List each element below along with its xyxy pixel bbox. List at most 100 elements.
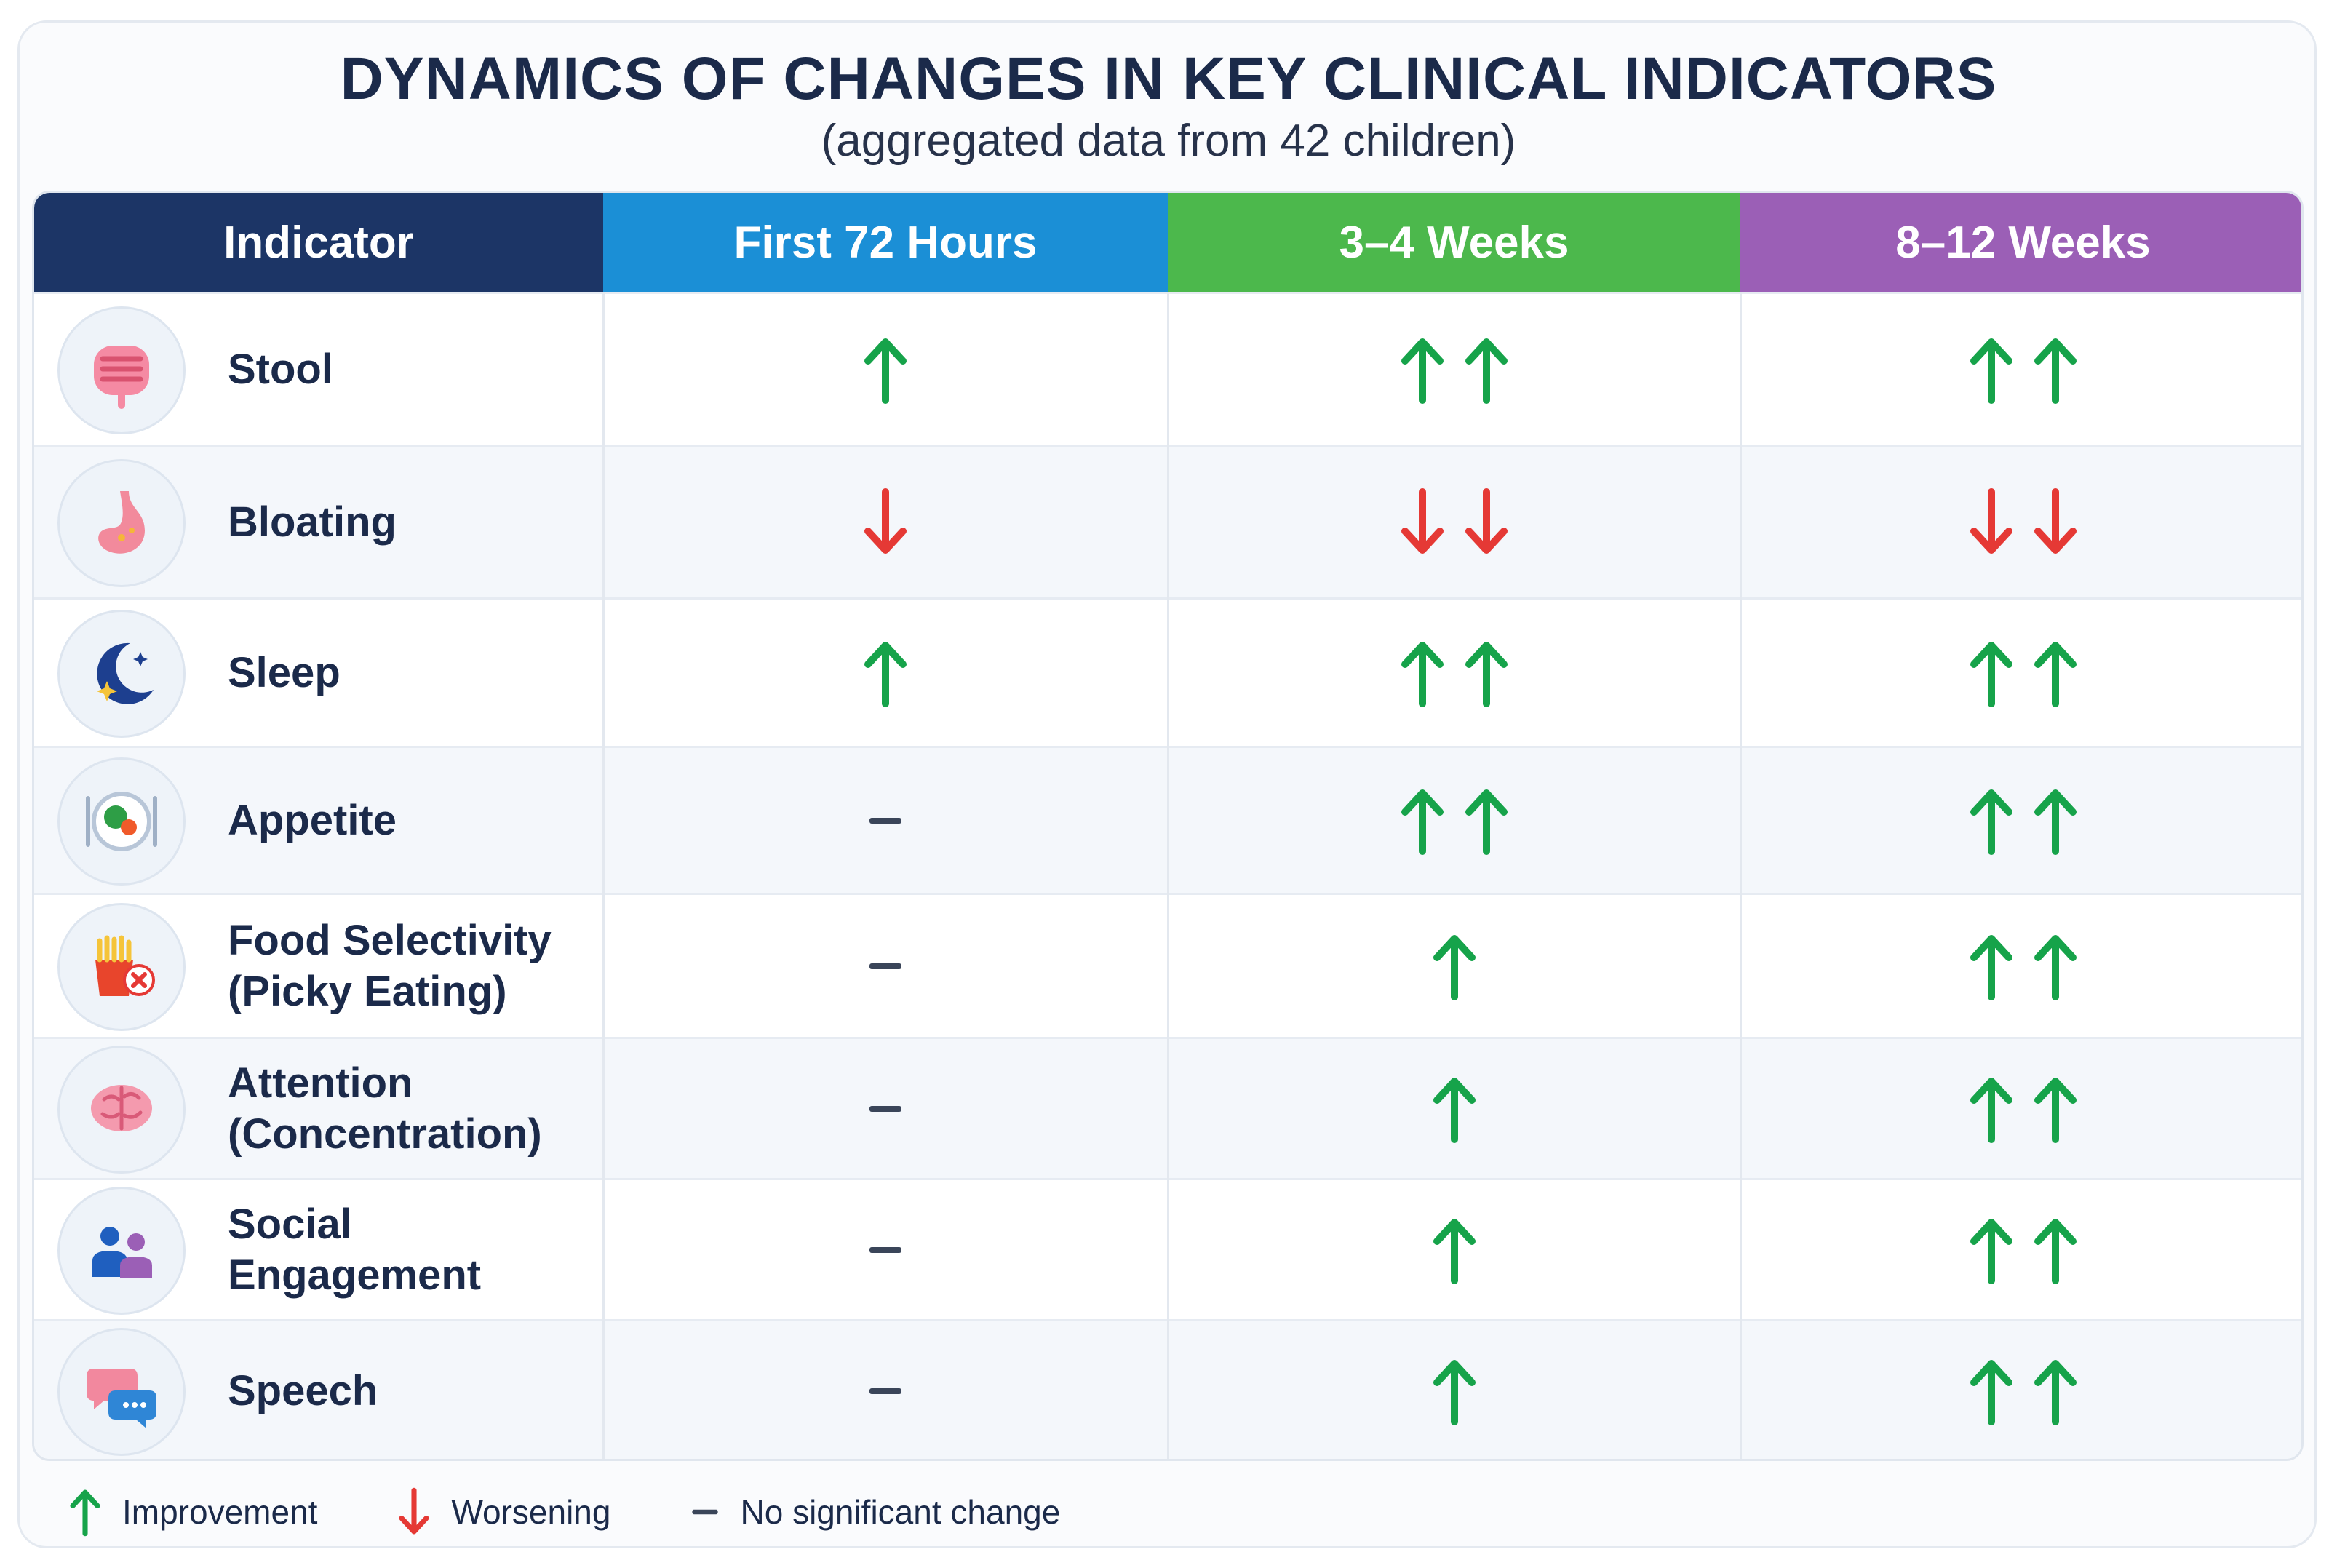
strong-improvement-mark (1968, 786, 2079, 856)
green-up-arrow-icon (2034, 1359, 2077, 1425)
improvement-mark (862, 638, 909, 708)
green-up-arrow-icon (1970, 1359, 2012, 1425)
value-cell (603, 895, 1168, 1037)
indicator-icon-badge (57, 1328, 186, 1456)
value-cell (1740, 1039, 2301, 1178)
green-up-arrow-icon (1433, 1218, 1476, 1284)
indicator-label-line: Sleep (228, 648, 341, 696)
value-cell (1740, 1180, 2301, 1319)
indicator-label: Bloating (228, 447, 397, 597)
table-row: Food Selectivity (Picky Eating) (34, 893, 2301, 1037)
legend-label: No significant change (740, 1493, 1061, 1531)
dash-icon (869, 1105, 901, 1112)
value-cell (1740, 294, 2301, 445)
green-up-arrow-icon (864, 338, 907, 404)
indicator-label: Social Engagement (228, 1180, 481, 1319)
indicator-label-line: Speech (228, 1366, 378, 1414)
column-header-8-12-weeks: 8–12 Weeks (1740, 193, 2301, 292)
legend-item: Worsening (397, 1487, 610, 1537)
indicator-label: Sleep (228, 600, 341, 746)
value-cell (1168, 1039, 1740, 1178)
green-up-arrow-icon (70, 1489, 100, 1537)
dash-icon (869, 963, 901, 969)
table-row: Sleep (34, 597, 2301, 746)
green-up-arrow-icon (1465, 641, 1508, 707)
value-cell (603, 1321, 1168, 1459)
indicator-label-line: Appetite (228, 796, 397, 844)
dash-icon (869, 1388, 901, 1394)
chart-title: DYNAMICS OF CHANGES IN KEY CLINICAL INDI… (340, 46, 1997, 112)
indicator-label-line: Social (228, 1200, 352, 1248)
value-cell (1168, 600, 1740, 746)
value-cell (1168, 1321, 1740, 1459)
improvement-mark (862, 335, 909, 405)
no-change-mark (868, 813, 903, 828)
chart-subtitle: (aggregated data from 42 children) (821, 116, 1516, 166)
indicator-label-line: Engagement (228, 1251, 482, 1299)
green-up-arrow-icon (1970, 641, 2012, 707)
improvement-mark (1431, 1074, 1478, 1144)
green-up-arrow-icon (1465, 338, 1508, 404)
speech-bubbles-icon (87, 1369, 156, 1428)
value-cell (1168, 294, 1740, 445)
fries-reject-icon (95, 935, 155, 996)
green-up-arrow-icon (1970, 338, 2012, 404)
legend-item: Improvement (68, 1487, 317, 1537)
indicator-icon-badge (57, 306, 186, 434)
value-cell (1168, 748, 1740, 893)
legend-item: No significant change (690, 1492, 1060, 1532)
green-up-arrow-icon (864, 641, 907, 707)
no-change-mark (868, 1384, 903, 1398)
indicator-label: Food Selectivity (Picky Eating) (228, 895, 552, 1037)
strong-improvement-mark (1968, 1074, 2079, 1144)
indicator-label: Stool (228, 294, 333, 445)
red-down-arrow-icon (1465, 487, 1508, 554)
indicator-label-line: Attention (228, 1059, 413, 1107)
value-cell (603, 600, 1168, 746)
worsening-mark (862, 487, 909, 557)
green-up-arrow-icon (1970, 789, 2012, 855)
no-change-mark (868, 1102, 903, 1116)
column-header-indicator: Indicator (34, 193, 603, 292)
strong-improvement-mark (1968, 1215, 2079, 1285)
green-up-arrow-icon (2034, 789, 2077, 855)
indicator-label: Appetite (228, 748, 397, 893)
value-cell (603, 294, 1168, 445)
legend: Improvement Worsening No significant chang… (68, 1483, 1140, 1541)
indicator-icon-badge (57, 610, 186, 738)
indicator-icon-badge (57, 757, 186, 886)
green-up-arrow-icon (2034, 1077, 2077, 1143)
column-divider (1740, 292, 1742, 1459)
indicator-label: Attention (Concentration) (228, 1039, 542, 1178)
brain-icon (91, 1085, 152, 1131)
green-up-arrow-icon (1433, 934, 1476, 1000)
improvement-mark (1431, 931, 1478, 1001)
column-divider (1167, 292, 1169, 1459)
strong-worsening-mark (1968, 487, 2079, 557)
value-cell (1740, 447, 2301, 597)
value-cell (1740, 895, 2301, 1037)
red-down-arrow-icon (1970, 487, 2012, 554)
green-up-arrow-icon (1970, 1077, 2012, 1143)
green-up-arrow-icon (1401, 789, 1444, 855)
green-up-arrow-icon (2034, 338, 2077, 404)
stomach-icon (98, 491, 145, 554)
green-up-arrow-icon (2034, 1218, 2077, 1284)
green-up-arrow-icon (1401, 641, 1444, 707)
column-header-3-4-weeks: 3–4 Weeks (1168, 193, 1740, 292)
green-up-arrow-icon (1433, 1077, 1476, 1143)
indicator-label-line: Food Selectivity (228, 916, 552, 964)
improvement-mark (1431, 1356, 1478, 1426)
red-down-arrow-icon (1401, 487, 1444, 554)
moon-icon (97, 642, 154, 704)
no-change-mark (868, 1243, 903, 1257)
value-cell (603, 748, 1168, 893)
strong-improvement-mark (1968, 638, 2079, 708)
indicator-icon-badge (57, 903, 186, 1031)
strong-improvement-mark (1399, 786, 1510, 856)
value-cell (603, 1039, 1168, 1178)
intestine-icon (94, 346, 149, 409)
indicator-label-line: (Concentration) (228, 1110, 542, 1158)
improvement-mark (1431, 1215, 1478, 1285)
red-down-arrow-icon (864, 487, 907, 554)
